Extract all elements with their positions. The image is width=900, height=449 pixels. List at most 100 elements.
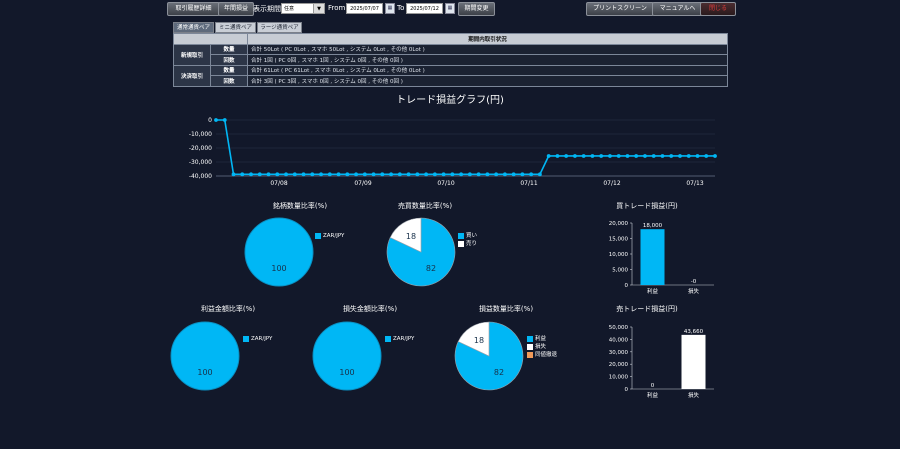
pie-pnl-qty: 82 18 — [454, 321, 524, 391]
trade-detail-button[interactable]: 取引履歴詳細 — [167, 2, 220, 16]
annual-pnl-button[interactable]: 年間損益 — [218, 2, 254, 16]
legend-pnl-qty: 利益 損失 同値撤退 — [527, 335, 557, 359]
legend-item: ZAR/JPY — [315, 232, 344, 240]
legend-swatch — [527, 343, 533, 350]
pie-buy-sell: 82 18 — [386, 217, 456, 287]
pnl-data-point — [634, 154, 639, 158]
pie-pnl-qty-title: 損益数量比率(%) — [478, 305, 534, 313]
pie-symbol-qty: 100 — [244, 217, 314, 287]
close-button[interactable]: 閉じる — [700, 2, 736, 16]
pie-value-label: 18 — [474, 336, 484, 345]
pnl-data-point — [441, 172, 446, 177]
y-tick-label: 0 — [208, 117, 212, 124]
pie-slice — [457, 321, 490, 357]
pnl-data-point — [354, 172, 358, 177]
calendar-icon[interactable]: ▦ — [445, 3, 455, 14]
legend-swatch — [527, 335, 533, 342]
bar-value-label: 43,660 — [684, 329, 704, 335]
change-period-button[interactable]: 期間変更 — [458, 2, 495, 16]
tab-standard-pair[interactable]: 通常通貨ペア — [173, 22, 214, 33]
y-tick-label: -40,000 — [189, 173, 212, 180]
pie-symbol-qty-title: 銘柄数量比率(%) — [272, 202, 328, 210]
y-tick-label: 10,000 — [609, 252, 629, 258]
pnl-data-point — [319, 172, 323, 177]
bar-value-label: 0 — [651, 383, 655, 389]
summary-header: 期間内取引状況 — [247, 33, 728, 45]
bar-value-label: -0 — [691, 279, 697, 285]
pnl-data-point — [292, 172, 297, 177]
tab-large-pair[interactable]: ラージ通貨ペア — [257, 22, 302, 33]
pnl-data-point — [713, 154, 717, 158]
y-tick-label: 20,000 — [609, 221, 629, 227]
pnl-data-point — [502, 172, 507, 177]
bar-sell-title: 売トレード損益(円) — [616, 305, 678, 313]
pnl-data-point — [459, 172, 464, 177]
pie-value-label: 100 — [339, 368, 354, 377]
new-trade-label: 新規取引 — [173, 43, 211, 66]
bar — [640, 229, 665, 285]
tab-mini-pair[interactable]: ミニ通貨ペア — [215, 22, 256, 33]
pnl-data-point — [249, 172, 253, 177]
manual-button[interactable]: マニュアルへ — [652, 2, 703, 16]
y-tick-label: -30,000 — [189, 159, 212, 166]
line-chart-title: トレード損益グラフ(円) — [396, 95, 504, 106]
pnl-data-point — [651, 154, 656, 158]
pnl-data-point — [616, 154, 621, 158]
y-tick-label: 5,000 — [612, 268, 628, 274]
x-tick-label: 利益 — [647, 391, 659, 399]
pnl-data-point — [599, 154, 604, 158]
from-label: From — [328, 4, 346, 12]
pnl-data-point — [520, 172, 525, 177]
to-label: To — [397, 4, 405, 12]
from-date-input[interactable]: 2025/07/07 — [346, 3, 383, 14]
pie-buy-sell-title: 売買数量比率(%) — [397, 202, 453, 210]
legend-item: ZAR/JPY — [385, 335, 414, 343]
pie-value-label: 18 — [406, 232, 416, 241]
pie-slice — [454, 321, 524, 391]
pie-slice — [312, 321, 382, 391]
pnl-data-point — [301, 172, 306, 177]
pnl-data-point — [432, 172, 437, 177]
legend-symbol-qty: ZAR/JPY — [315, 232, 344, 240]
pnl-data-point — [686, 154, 691, 158]
pnl-data-point — [511, 172, 516, 177]
pnl-data-point — [380, 172, 385, 177]
y-tick-label: 0 — [625, 387, 629, 393]
y-tick-label: 20,000 — [609, 362, 629, 368]
new-trade-quantity: 合計 50Lot ( PC 0Lot , スマホ 50Lot , システム 0L… — [247, 43, 728, 55]
pnl-data-point — [529, 172, 534, 177]
x-tick-label: 07/10 — [437, 180, 454, 187]
bar-buy-title: 買トレード損益(円) — [616, 202, 678, 210]
settle-trade-quantity: 合計 61Lot ( PC 61Lot , スマホ 0Lot , システム 0L… — [247, 64, 728, 76]
legend-item: 損失 — [527, 343, 557, 351]
y-tick-label: 50,000 — [609, 325, 629, 331]
pnl-data-point — [240, 172, 245, 177]
pnl-data-point — [669, 154, 674, 158]
pie-value-label: 82 — [426, 264, 436, 273]
pnl-data-point — [695, 154, 700, 158]
count-label: 回数 — [210, 54, 248, 66]
legend-item: 同値撤退 — [527, 351, 557, 359]
y-tick-label: 15,000 — [609, 237, 629, 243]
calendar-icon[interactable]: ▦ — [385, 3, 395, 14]
pnl-data-point — [415, 172, 420, 177]
pnl-data-point — [704, 154, 709, 158]
y-tick-label: 30,000 — [609, 350, 629, 356]
legend-swatch — [243, 335, 249, 342]
pnl-data-point — [397, 172, 402, 177]
pnl-series-line — [216, 119, 715, 176]
bar — [681, 334, 706, 389]
quantity-label: 数量 — [210, 43, 248, 55]
period-select[interactable]: 任意 ▼ — [281, 3, 325, 14]
pie-value-label: 100 — [197, 368, 212, 377]
legend-swatch — [315, 232, 321, 239]
y-tick-label: -20,000 — [189, 145, 212, 152]
pnl-data-point — [564, 154, 569, 158]
x-tick-label: 07/09 — [354, 180, 371, 187]
pnl-data-point — [345, 172, 350, 177]
print-screen-button[interactable]: プリントスクリーン — [586, 2, 654, 16]
period-select-value: 任意 — [284, 6, 295, 12]
pnl-data-point — [555, 154, 560, 158]
to-date-input[interactable]: 2025/07/12 — [406, 3, 443, 14]
pie-slice — [170, 321, 240, 391]
